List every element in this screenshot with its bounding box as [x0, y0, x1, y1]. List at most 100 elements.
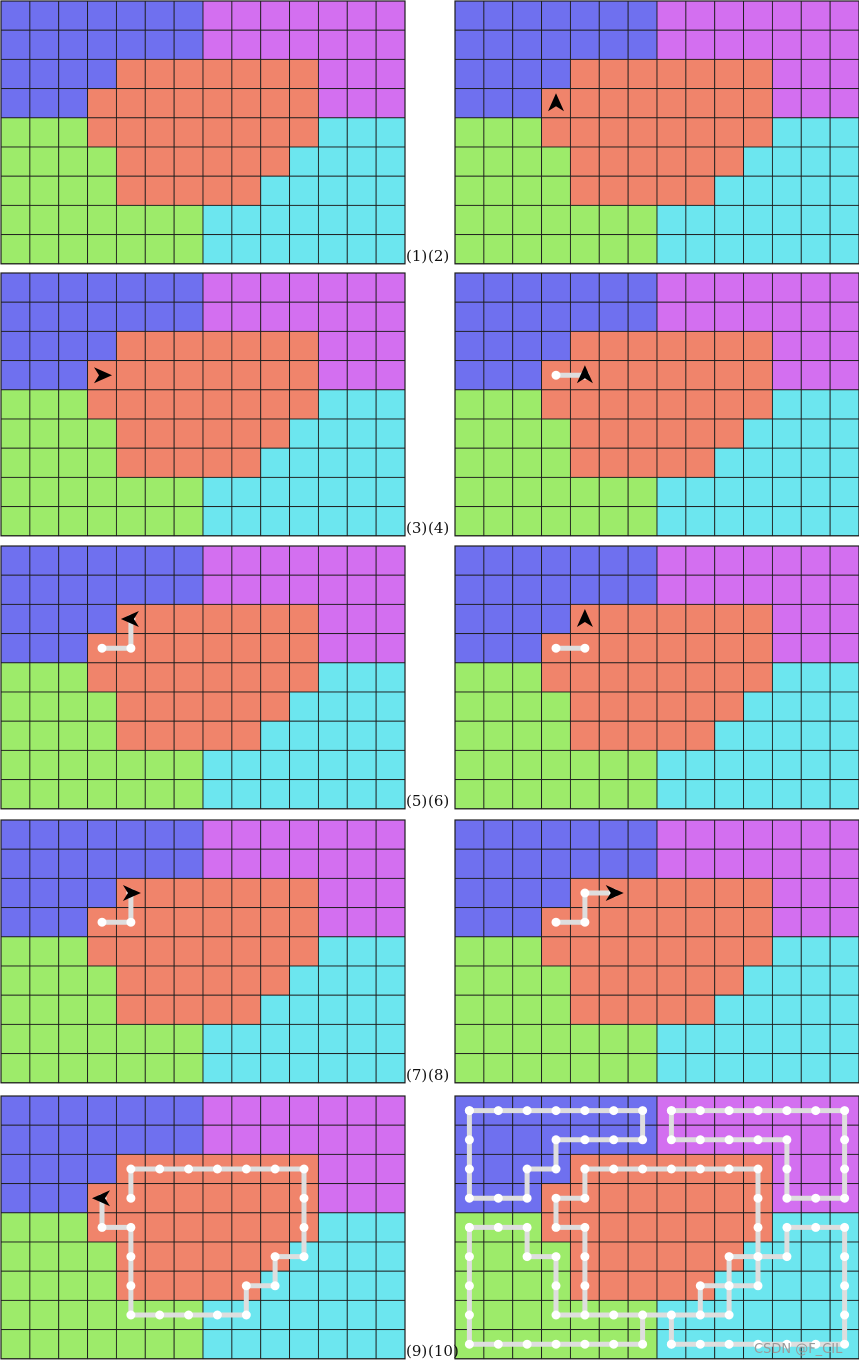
grid-cell	[512, 88, 543, 119]
grid-cell	[685, 1212, 716, 1243]
grid-cell	[714, 1212, 745, 1243]
grid-cell	[714, 936, 745, 967]
grid-cell	[58, 1053, 89, 1084]
grid-cell	[598, 574, 629, 605]
grid-cell	[144, 29, 175, 60]
grid-cell	[375, 720, 406, 751]
grid-cell	[800, 819, 831, 850]
grid-cell	[29, 1270, 60, 1301]
grid-cell	[743, 418, 773, 449]
grid-cell	[541, 418, 571, 449]
grid-cell	[685, 0, 716, 31]
grid-cell	[0, 234, 31, 265]
grid-cell	[454, 779, 485, 810]
grid-cell	[260, 447, 291, 478]
grid-cell	[656, 117, 687, 148]
grid-cell	[173, 117, 204, 148]
grid-cell	[483, 175, 514, 206]
path-node	[609, 1339, 619, 1349]
panel-label: (9)	[406, 1342, 427, 1360]
grid-cell	[512, 691, 543, 722]
grid-cell	[87, 603, 117, 635]
grid-cell	[685, 720, 716, 751]
grid-cell	[202, 662, 233, 693]
grid-cell	[115, 330, 146, 362]
grid-cell	[512, 204, 543, 236]
grid-cell	[58, 146, 89, 177]
grid-cell	[627, 545, 658, 576]
grid-cell	[231, 1124, 262, 1155]
grid-cell	[87, 272, 117, 303]
grid-cell	[743, 272, 773, 303]
grid-cell	[800, 58, 831, 90]
grid-cell	[375, 994, 406, 1025]
grid-cell	[202, 936, 233, 967]
grid-cell	[541, 117, 571, 148]
grid-cell	[627, 819, 658, 850]
grid-cell	[317, 476, 348, 508]
grid-cell	[346, 234, 377, 265]
grid-cell	[512, 29, 543, 60]
grid-cell	[627, 662, 658, 693]
grid-cell	[656, 1023, 687, 1055]
grid-cell	[483, 994, 514, 1025]
grid-cell	[87, 175, 117, 206]
grid-cell	[115, 29, 146, 60]
path-node	[580, 1339, 590, 1349]
grid-cell	[771, 330, 802, 362]
grid-cell	[375, 88, 406, 119]
grid-cell	[346, 506, 377, 537]
grid-cell	[598, 603, 629, 635]
path-node	[580, 1193, 590, 1203]
grid-cell	[58, 58, 89, 90]
grid-cell	[569, 88, 600, 119]
grid-cell	[58, 633, 89, 664]
path-node	[638, 1339, 648, 1349]
grid-cell	[289, 330, 319, 362]
grid-cell	[483, 506, 514, 537]
grid-cell	[0, 1095, 31, 1126]
grid-cell	[0, 175, 31, 206]
grid-cell	[714, 907, 745, 938]
panel-label: (6)	[428, 792, 449, 810]
path-node	[522, 1164, 532, 1174]
grid-cell	[656, 360, 687, 391]
grid-cell	[202, 749, 233, 781]
grid-cell	[289, 301, 319, 332]
grid-cell	[87, 117, 117, 148]
grid-cell	[512, 146, 543, 177]
grid-cell	[771, 272, 802, 303]
grid-cell	[656, 662, 687, 693]
grid-cell	[375, 418, 406, 449]
grid-cell	[202, 877, 233, 909]
grid-cell	[202, 1241, 233, 1272]
grid-cell	[202, 1212, 233, 1243]
grid-cell	[231, 545, 262, 576]
grid-cell	[743, 749, 773, 781]
path-node	[724, 1310, 734, 1320]
grid-cell	[771, 389, 802, 420]
grid-cell	[541, 749, 571, 781]
grid-cell	[714, 779, 745, 810]
grid-cell	[714, 749, 745, 781]
grid-cell	[173, 360, 204, 391]
grid-cell	[375, 1212, 406, 1243]
grid-cell	[231, 603, 262, 635]
grid-cell	[454, 29, 485, 60]
grid-cell	[346, 720, 377, 751]
grid-cell	[454, 0, 485, 31]
grid-cell	[541, 301, 571, 332]
grid-cell	[58, 234, 89, 265]
path-node	[299, 1164, 309, 1174]
grid-cell	[771, 301, 802, 332]
grid-cell	[714, 88, 745, 119]
grid-cell	[58, 1183, 89, 1214]
grid-cell	[375, 301, 406, 332]
grid-cell	[541, 994, 571, 1025]
grid-cell	[627, 506, 658, 537]
path-node	[840, 1135, 850, 1145]
grid-cell	[317, 117, 348, 148]
grid-cell	[29, 691, 60, 722]
grid-cell	[346, 907, 377, 938]
grid-cell	[289, 1270, 319, 1301]
